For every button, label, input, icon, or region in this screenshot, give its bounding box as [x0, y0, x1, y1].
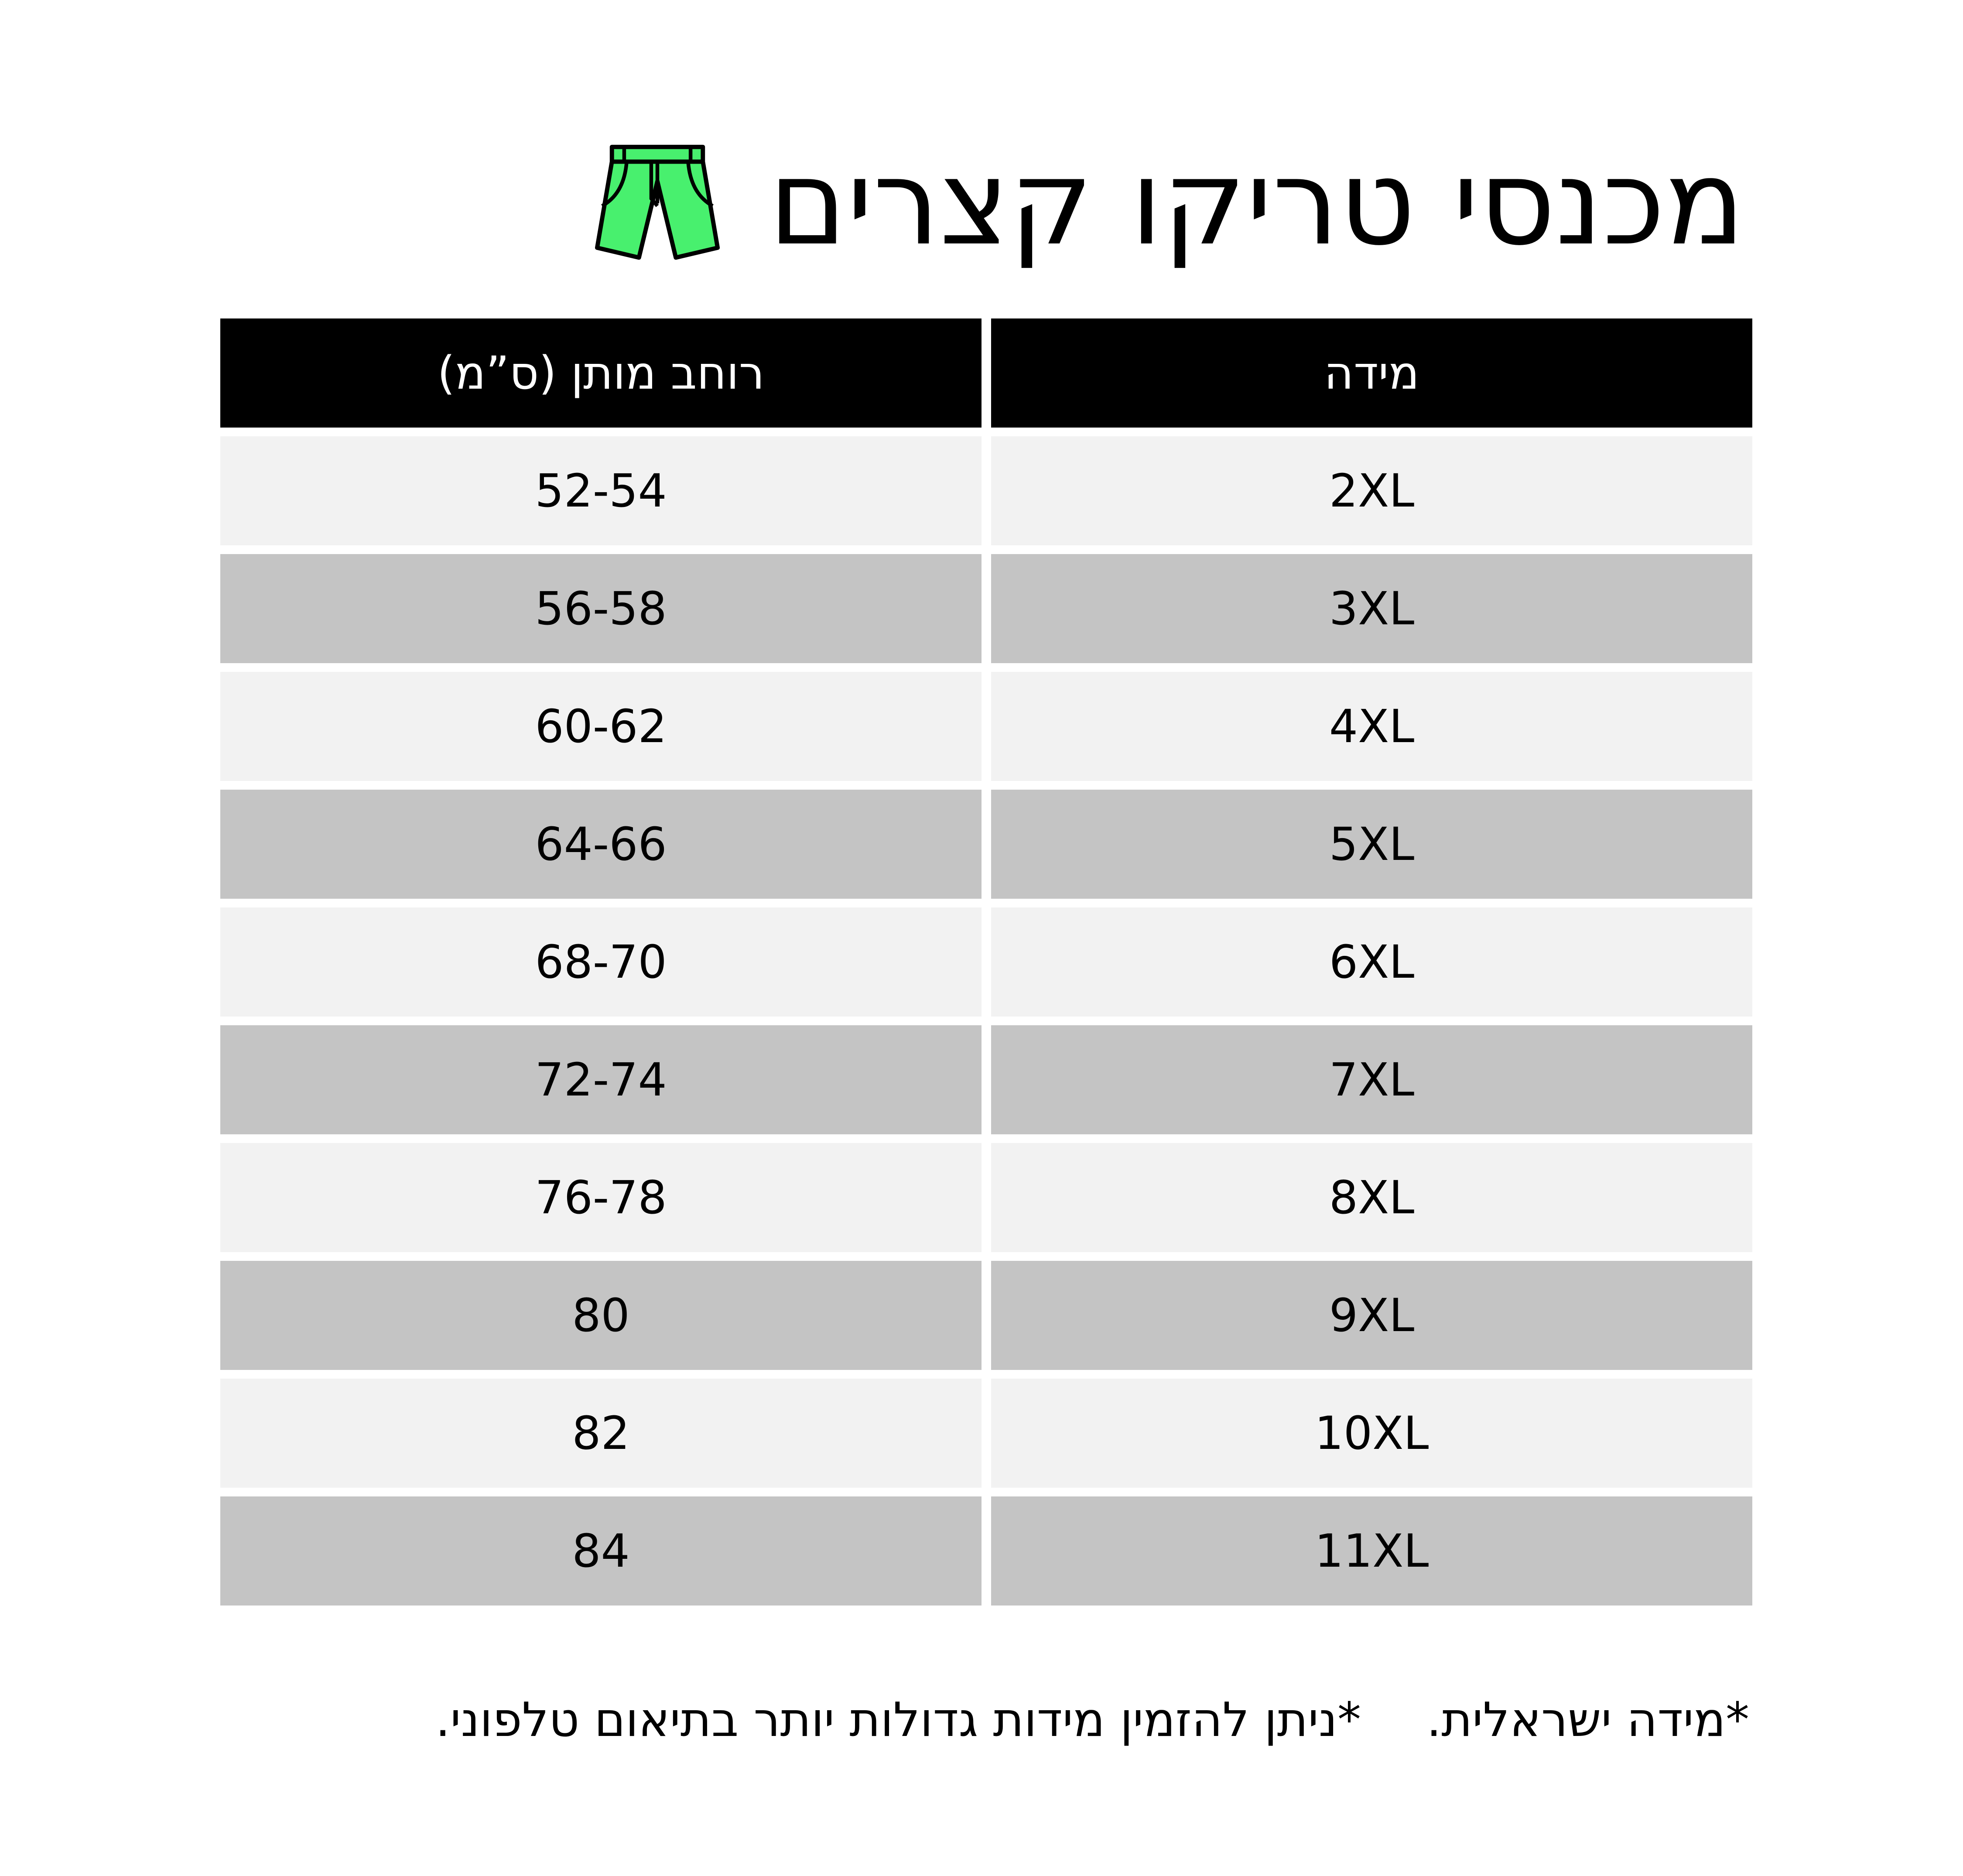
table-row: 6XL 68-70: [220, 907, 1752, 1017]
table-row: 5XL 64-66: [220, 790, 1752, 899]
waist-cell: 82: [220, 1379, 982, 1488]
waist-cell: 80: [220, 1261, 982, 1370]
table-row: 10XL 82: [220, 1379, 1752, 1488]
size-cell: 2XL: [991, 436, 1752, 545]
waist-cell: 60-62: [220, 672, 982, 781]
size-cell: 8XL: [991, 1143, 1752, 1252]
size-cell: 7XL: [991, 1025, 1752, 1134]
shorts-icon: [595, 144, 720, 260]
table-row: 9XL 80: [220, 1261, 1752, 1370]
page-title: מכנסי טריקו קצרים: [768, 134, 1745, 271]
size-cell: 5XL: [991, 790, 1752, 899]
header-waist: רוחב מותן (ס”מ): [220, 318, 982, 428]
waist-cell: 72-74: [220, 1025, 982, 1134]
table-row: 2XL 52-54: [220, 436, 1752, 545]
waist-cell: 76-78: [220, 1143, 982, 1252]
size-cell: 6XL: [991, 907, 1752, 1017]
footnotes: *מידה ישראלית. *ניתן להזמין מידות גדולות…: [435, 1693, 1749, 1747]
size-cell: 11XL: [991, 1496, 1752, 1606]
table-row: 7XL 72-74: [220, 1025, 1752, 1134]
size-cell: 10XL: [991, 1379, 1752, 1488]
header-size: מידה: [991, 318, 1752, 428]
size-cell: 4XL: [991, 672, 1752, 781]
waist-cell: 64-66: [220, 790, 982, 899]
waist-cell: 84: [220, 1496, 982, 1606]
size-cell: 3XL: [991, 554, 1752, 663]
table-row: 3XL 56-58: [220, 554, 1752, 663]
size-table: מידה רוחב מותן (ס”מ) 2XL 52-54 3XL 56-58 4XL…: [220, 318, 1752, 1614]
waist-cell: 68-70: [220, 907, 982, 1017]
table-header: מידה רוחב מותן (ס”מ): [220, 318, 1752, 428]
title-area: מכנסי טריקו קצרים: [590, 144, 1745, 262]
footnote-larger-sizes: *ניתן להזמין מידות גדולות יותר בתיאום טל…: [435, 1693, 1361, 1747]
table-row: 4XL 60-62: [220, 672, 1752, 781]
footnote-israeli-size: *מידה ישראלית.: [1426, 1693, 1749, 1747]
table-row: 8XL 76-78: [220, 1143, 1752, 1252]
waist-cell: 56-58: [220, 554, 982, 663]
waist-cell: 52-54: [220, 436, 982, 545]
table-row: 11XL 84: [220, 1496, 1752, 1606]
size-cell: 9XL: [991, 1261, 1752, 1370]
